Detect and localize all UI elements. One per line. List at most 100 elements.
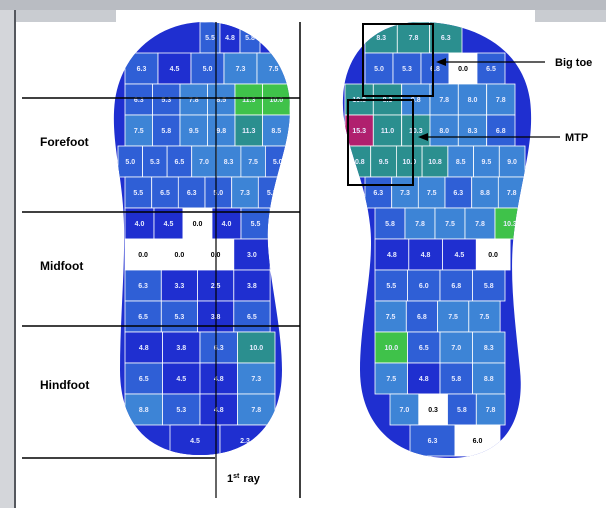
pressure-value: 8.8 xyxy=(480,190,490,197)
pressure-value: 6.5 xyxy=(160,190,170,197)
pressure-cell xyxy=(234,83,263,116)
pressure-value: 5.3 xyxy=(175,314,185,321)
pressure-value: 7.5 xyxy=(134,128,144,135)
pressure-value: 8.5 xyxy=(271,128,281,135)
pressure-value: 6.3 xyxy=(187,190,197,197)
label-hindfoot: Hindfoot xyxy=(40,378,89,392)
pressure-cell xyxy=(124,238,162,271)
pressure-value: 7.8 xyxy=(475,221,485,228)
pressure-cell xyxy=(364,176,393,209)
pressure-value: 8.3 xyxy=(468,128,478,135)
pressure-value: 6.5 xyxy=(419,345,429,352)
pressure-value: 7.8 xyxy=(409,35,419,42)
pressure-value: 8.3 xyxy=(376,35,386,42)
pressure-cell xyxy=(439,362,473,395)
pressure-cell xyxy=(448,52,478,85)
pressure-cell xyxy=(372,114,402,147)
pressure-value: 9.8 xyxy=(216,128,226,135)
pressure-value: 6.0 xyxy=(473,438,483,445)
pressure-cell xyxy=(401,114,431,147)
pressure-value: 5.8 xyxy=(245,35,255,42)
mtp-arrowhead xyxy=(418,133,428,141)
pressure-value: 4.8 xyxy=(387,252,397,259)
pressure-value: 8.0 xyxy=(468,97,478,104)
pressure-cell xyxy=(124,269,162,302)
pressure-value: 8.5 xyxy=(456,159,466,166)
pressure-value: 7.0 xyxy=(400,407,410,414)
label-mtp: MTP xyxy=(565,132,588,144)
pressure-value: 7.8 xyxy=(486,407,496,414)
pressure-cell xyxy=(364,52,394,85)
pressure-value: 6.8 xyxy=(451,283,461,290)
pressure-cell xyxy=(374,331,408,364)
pressure-value: 9.5 xyxy=(482,159,492,166)
pressure-cell xyxy=(162,331,201,364)
pressure-value: 5.5 xyxy=(386,283,396,290)
pressure-cell xyxy=(439,269,473,302)
pressure-value: 7.5 xyxy=(248,159,258,166)
pressure-cell xyxy=(233,269,271,302)
pressure-cell xyxy=(152,114,181,147)
pressure-value: 5.0 xyxy=(125,159,135,166)
pressure-value: 7.5 xyxy=(386,376,396,383)
pressure-value: 7.8 xyxy=(507,190,517,197)
pressure-value: 4.8 xyxy=(214,407,224,414)
pressure-value: 7.3 xyxy=(251,376,261,383)
pressure-value: 4.8 xyxy=(419,376,429,383)
pressure-value: 5.8 xyxy=(484,283,494,290)
pressure-cell xyxy=(166,145,193,178)
pressure-value: 6.5 xyxy=(139,376,149,383)
pressure-cell xyxy=(401,83,431,116)
top-bar xyxy=(0,0,606,10)
pressure-cell xyxy=(447,145,474,178)
pressure-value: 15.3 xyxy=(352,128,366,135)
pressure-value: 5.5 xyxy=(251,221,261,228)
pressure-value: 0.0 xyxy=(175,252,185,259)
pressure-cell xyxy=(471,176,499,209)
pressure-cell xyxy=(157,52,192,85)
pressure-value: 4.5 xyxy=(164,221,174,228)
pressure-value: 10.8 xyxy=(351,159,365,166)
pressure-value: 5.8 xyxy=(451,376,461,383)
pressure-value: 0.0 xyxy=(458,66,468,73)
top-gray-right xyxy=(535,10,606,22)
pressure-cell xyxy=(162,393,201,426)
pressure-cell xyxy=(215,145,242,178)
pressure-cell xyxy=(404,207,436,240)
pressure-cell xyxy=(476,52,506,85)
pressure-value: 7.3 xyxy=(240,190,250,197)
pressure-value: 4.0 xyxy=(135,221,145,228)
pressure-cell xyxy=(409,424,456,457)
pressure-value: 7.5 xyxy=(445,221,455,228)
label-midfoot: Midfoot xyxy=(40,259,83,273)
pressure-value: 6.3 xyxy=(138,283,148,290)
pressure-value: 6.5 xyxy=(175,159,185,166)
pressure-value: 11.3 xyxy=(242,128,255,135)
top-gray-left xyxy=(16,10,116,22)
pressure-value: 6.3 xyxy=(134,97,144,104)
pressure-value: 8.3 xyxy=(484,345,494,352)
pressure-cell xyxy=(262,114,290,147)
pressure-value: 9.5 xyxy=(189,128,199,135)
pressure-cell xyxy=(374,238,410,271)
pressure-value: 3.8 xyxy=(247,283,257,290)
pressure-value: 4.5 xyxy=(190,438,200,445)
label-forefoot: Forefoot xyxy=(40,135,89,149)
pressure-cell xyxy=(179,114,208,147)
pressure-value: 7.8 xyxy=(415,221,425,228)
mtp-box xyxy=(347,99,414,186)
pressure-value: 6.3 xyxy=(441,35,451,42)
pressure-value: 5.3 xyxy=(161,97,171,104)
pressure-cell xyxy=(437,300,470,333)
pressure-cell xyxy=(498,145,526,178)
pressure-value: 6.3 xyxy=(214,345,224,352)
pressure-cell xyxy=(374,207,406,240)
pressure-value: 0.3 xyxy=(428,407,438,414)
pressure-value: 9.0 xyxy=(507,159,517,166)
pressure-value: 4.5 xyxy=(176,376,186,383)
pressure-value: 9.8 xyxy=(411,97,421,104)
pressure-value: 7.8 xyxy=(251,407,261,414)
pressure-value: 7.8 xyxy=(439,97,449,104)
pressure-cell xyxy=(374,300,407,333)
